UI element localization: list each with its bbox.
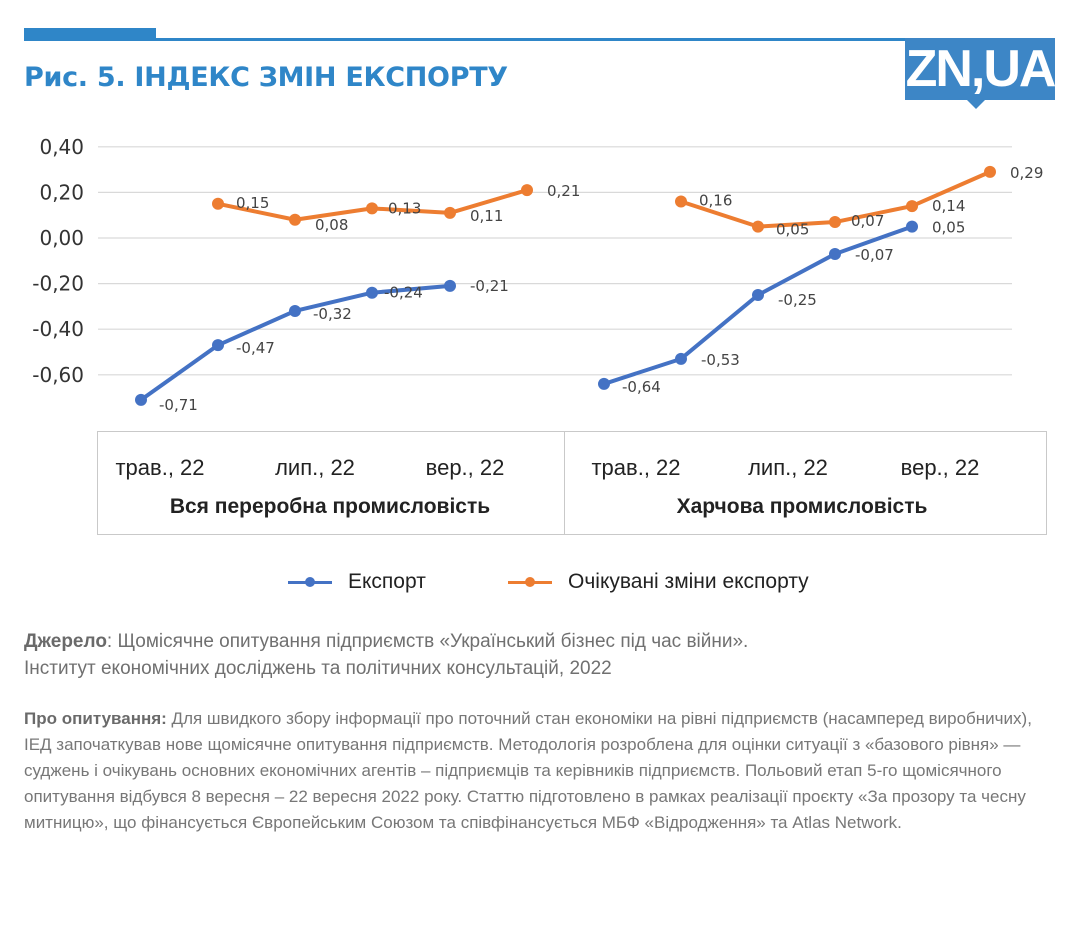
data-point: [752, 289, 764, 301]
source-note: Джерело: Щомісячне опитування підприємст…: [24, 628, 1064, 682]
header-accent-bar: [24, 28, 156, 40]
data-label: 0,29: [1010, 164, 1043, 182]
data-point: [829, 247, 841, 260]
category-group-divider: [564, 431, 565, 535]
line-chart: 0,400,200,00-0,20-0,40-0,60 -0,71-0,47-0…: [32, 135, 1043, 414]
legend-label: Експорт: [348, 570, 426, 593]
data-point: [212, 197, 224, 210]
about-label: Про опитування:: [24, 709, 167, 728]
legend-item-export: Експорт: [288, 570, 426, 594]
legend-line-marker-icon: [508, 576, 552, 587]
series-line-export: [139, 283, 452, 402]
y-tick-label: 0,00: [39, 226, 84, 250]
data-label: -0,53: [701, 351, 740, 369]
data-label: 0,14: [932, 197, 965, 215]
data-label: -0,71: [159, 396, 198, 414]
x-tick-label: трав., 22: [115, 455, 205, 480]
y-tick-label: 0,40: [39, 135, 84, 159]
data-point: [289, 213, 301, 226]
data-point: [212, 339, 224, 352]
data-label: 0,13: [388, 199, 421, 217]
data-point: [752, 220, 764, 233]
data-point: [906, 200, 918, 213]
y-tick-label: -0,40: [32, 317, 84, 341]
about-text: Для швидкого збору інформації про поточн…: [24, 709, 1032, 832]
x-tick-label: вер., 22: [425, 455, 505, 480]
data-label: -0,32: [313, 305, 352, 323]
data-label: 0,16: [699, 192, 732, 210]
data-label: -0,64: [622, 378, 661, 396]
legend-label: Очікувані зміни експорту: [568, 570, 809, 593]
data-point: [366, 286, 378, 299]
data-point: [366, 202, 378, 215]
data-point: [984, 165, 996, 178]
data-point: [521, 184, 533, 197]
chart-title: Рис. 5. ІНДЕКС ЗМІН ЕКСПОРТУ: [24, 62, 508, 93]
data-label: -0,24: [384, 284, 423, 302]
gridlines: [98, 146, 1012, 376]
legend-line-marker-icon: [288, 576, 332, 587]
source-label: Джерело: [24, 631, 107, 652]
logo-speech-tail-icon: [966, 99, 986, 109]
data-point: [675, 195, 687, 208]
data-label: 0,15: [236, 194, 269, 212]
data-point: [675, 352, 687, 365]
data-label: 0,11: [470, 207, 503, 225]
about-survey-note: Про опитування: Для швидкого збору інфор…: [24, 706, 1064, 836]
source-text-line2: Інститут економічних досліджень та політ…: [24, 658, 612, 679]
data-label: -0,21: [470, 277, 509, 295]
data-label: 0,05: [932, 219, 965, 237]
series-points: [135, 165, 996, 406]
group-label-manufacturing: Вся переробна промисловість: [169, 495, 491, 518]
x-tick-label: вер., 22: [900, 455, 980, 480]
zn-ua-logo: ZN,UA: [905, 38, 1056, 100]
y-tick-label: -0,20: [32, 272, 84, 296]
data-point: [289, 304, 301, 317]
y-axis-ticks: 0,40 0,20 0,00 -0,20 -0,40 -0,60: [32, 135, 84, 387]
x-tick-label: лип., 22: [748, 455, 828, 480]
y-tick-label: -0,60: [32, 363, 84, 387]
header-rule: [24, 38, 914, 41]
data-label: 0,07: [851, 212, 884, 230]
data-point: [598, 377, 610, 390]
x-tick-label: лип., 22: [275, 455, 355, 480]
data-labels: -0,71 -0,47 -0,32 -0,24 -0,21 0,15 0,08 0,13 0,1…: [159, 164, 1043, 414]
group-label-food-industry: Харчова промисловість: [676, 495, 928, 518]
data-point: [444, 206, 456, 219]
data-label: 0,05: [776, 221, 809, 239]
source-text: : Щомісячне опитування підприємств «Укра…: [106, 631, 749, 652]
data-point: [829, 216, 841, 229]
y-tick-label: 0,20: [39, 180, 84, 204]
legend-item-expected: Очікувані зміни експорту: [508, 570, 809, 594]
data-point: [135, 393, 147, 406]
category-axis-box: [97, 431, 1047, 535]
data-label: -0,47: [236, 339, 275, 357]
data-label: -0,07: [855, 246, 894, 264]
data-label: 0,21: [547, 182, 580, 200]
x-tick-label: трав., 22: [591, 455, 681, 480]
data-point: [444, 279, 456, 292]
data-label: -0,25: [778, 291, 817, 309]
data-label: 0,08: [315, 216, 348, 234]
data-point: [906, 220, 918, 233]
